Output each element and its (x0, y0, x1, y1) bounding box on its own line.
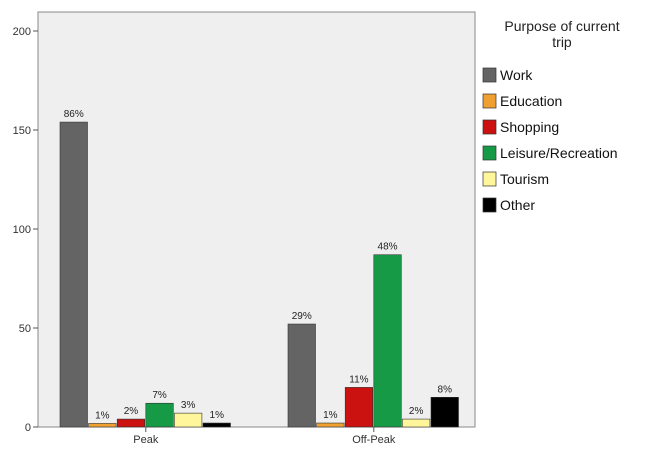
x-tick-label: Peak (133, 434, 159, 446)
legend-label-work: Work (500, 67, 533, 83)
bar-value-label: 1% (95, 410, 110, 421)
x-tick-label: Off-Peak (352, 434, 396, 446)
y-tick-label: 50 (19, 323, 31, 335)
legend-items: Work Education Shopping Leisure/Recreation T… (482, 67, 618, 213)
bar-value-label: 2% (124, 406, 139, 417)
bar-education-peak (88, 423, 117, 428)
bar-education-off-peak (316, 422, 345, 428)
bar-leisure-recreation-off-peak (373, 254, 402, 428)
legend-swatch-tourism (482, 171, 497, 187)
legend-swatch-leisure-recreation (482, 145, 497, 161)
bar-tourism-peak (174, 412, 203, 428)
bar-other-peak (202, 422, 231, 428)
bar-value-label: 1% (210, 410, 225, 421)
legend-label-tourism: Tourism (500, 171, 549, 187)
bar-value-label: 8% (438, 384, 453, 395)
bar-work-peak (59, 121, 88, 428)
legend: Purpose of current trip Work Education Shop… (482, 18, 620, 213)
x-axis: Peak Off-Peak (133, 427, 396, 446)
legend-swatch-work (482, 67, 497, 83)
bar-labels-group: 86% 1% 2% 7% 3% 1% 29% 1% 11% 48% 2% 8% (64, 109, 452, 421)
bar-leisure-recreation-peak (145, 402, 174, 428)
bar-value-label: 11% (349, 374, 368, 385)
legend-label-other: Other (500, 197, 535, 213)
bar-value-label: 29% (292, 311, 312, 322)
bar-shopping-peak (116, 418, 145, 428)
y-axis: 0 50 100 150 200 (13, 26, 38, 434)
y-tick-label: 0 (25, 422, 31, 434)
legend-label-shopping: Shopping (500, 119, 559, 135)
bar-value-label: 2% (409, 406, 424, 417)
y-tick-label: 100 (13, 224, 31, 236)
legend-label-education: Education (500, 93, 562, 109)
legend-swatch-education (482, 93, 497, 109)
bar-tourism-off-peak (402, 418, 431, 428)
legend-swatch-shopping (482, 119, 497, 135)
legend-label-leisure-recreation: Leisure/Recreation (500, 145, 618, 161)
bar-other-off-peak (430, 396, 459, 428)
legend-title-line: Purpose of current (504, 18, 619, 34)
bar-shopping-off-peak (344, 387, 374, 428)
bar-value-label: 7% (152, 390, 167, 401)
bar-work-off-peak (287, 323, 316, 428)
legend-swatch-other (482, 197, 497, 213)
bar-value-label: 1% (323, 410, 338, 421)
legend-title-line: trip (552, 34, 572, 50)
bar-value-label: 86% (64, 109, 84, 120)
legend-title: Purpose of current trip (504, 18, 619, 50)
plot-area (37, 11, 476, 428)
bar-value-label: 3% (181, 400, 196, 411)
bar-value-label: 48% (378, 242, 398, 253)
bars-group (59, 121, 459, 428)
y-tick-label: 150 (13, 125, 31, 137)
y-tick-label: 200 (13, 26, 31, 38)
